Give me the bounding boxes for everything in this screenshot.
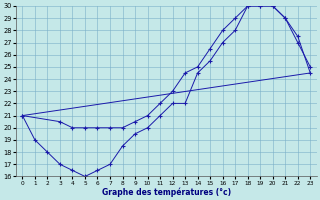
X-axis label: Graphe des températures (°c): Graphe des températures (°c) <box>102 187 231 197</box>
